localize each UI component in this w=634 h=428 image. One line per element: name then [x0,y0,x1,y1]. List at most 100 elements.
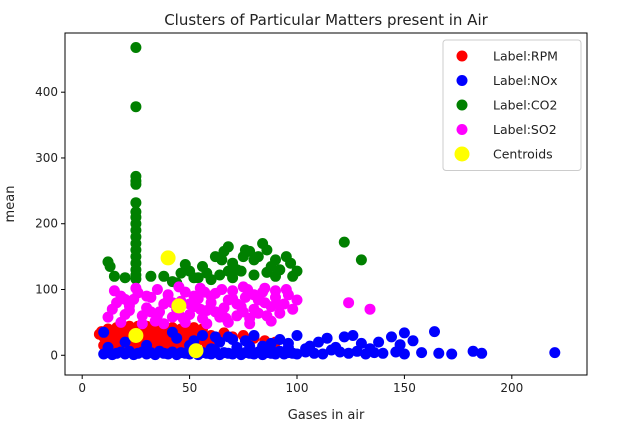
data-point-label-so2 [162,294,174,306]
data-point-label-nox [364,343,376,355]
data-point-label-nox [343,347,355,359]
data-point-label-co2 [222,241,234,253]
data-point-label-co2 [192,272,204,284]
data-point-label-so2 [270,285,281,297]
data-point-label-co2 [252,251,264,263]
legend-label-centroids: Centroids [493,147,553,162]
x-tick-label: 100 [286,381,309,395]
data-point-label-nox [141,339,153,351]
data-point-label-so2 [364,303,376,315]
data-point-label-co2 [248,269,260,281]
data-point-label-so2 [259,297,271,309]
legend-box [442,39,582,171]
data-point-label-co2 [130,197,142,209]
legend: Label:RPM Label:NOx Label:CO2 Label:SO2 Cent… [442,39,582,171]
data-point-label-co2 [261,244,273,256]
data-point-label-nox [386,331,397,343]
data-point-label-nox [313,336,324,348]
data-point-label-nox [274,334,286,345]
y-tick-label: 200 [35,217,58,231]
data-point-label-so2 [130,282,142,294]
data-point-label-co2 [119,272,131,284]
data-point-label-nox [300,343,312,355]
data-point-label-nox [102,341,114,353]
y-axis: 0 100 200 300 400 [35,85,65,362]
data-point-label-so2 [119,293,131,305]
data-point-label-nox [398,348,410,360]
y-tick-label: 100 [35,283,58,297]
data-point-label-nox [209,331,221,343]
data-point-label-nox [119,336,131,348]
data-point-label-so2 [237,306,249,318]
data-point-label-nox [330,341,342,353]
data-point-label-so2 [123,305,135,316]
legend-marker-label-nox [456,75,468,86]
plot-frame [64,32,588,376]
data-point-label-so2 [199,286,211,298]
data-point-label-so2 [343,297,355,309]
legend-marker-label-so2 [456,124,468,135]
data-point-label-so2 [259,282,271,294]
x-tick-label: 200 [500,381,523,395]
data-point-label-so2 [227,285,239,297]
data-point-label-co2 [261,266,273,278]
data-point-label-so2 [158,318,170,330]
x-tick-label: 150 [393,381,416,395]
data-point-label-so2 [194,303,206,315]
data-point-label-co2 [244,245,256,257]
data-point-label-nox [398,327,410,339]
x-axis-label: Gases in air [288,408,365,423]
data-point-label-rpm [188,322,200,334]
data-point-label-so2 [242,284,254,295]
legend-label-label-so2: Label:SO2 [493,122,557,137]
data-point-label-nox [407,335,419,347]
data-point-label-so2 [151,310,163,322]
data-point-label-nox [317,348,329,360]
data-point-label-so2 [184,298,196,310]
legend-label-label-co2: Label:CO2 [493,98,557,113]
data-point-label-so2 [220,312,232,324]
data-point-label-co2 [175,267,187,279]
data-point-label-so2 [280,284,292,295]
data-point-label-so2 [115,316,127,328]
data-point-label-nox [171,332,183,344]
data-point-label-co2 [108,270,120,282]
data-point-label-nox [291,348,303,360]
data-point-label-nox [338,331,350,343]
data-point-label-so2 [274,299,286,311]
data-point-label-nox [446,348,458,360]
data-point-label-co2 [130,101,142,113]
data-point-label-co2 [214,269,226,281]
data-point-label-co2 [130,42,142,53]
data-point-label-co2 [130,273,142,285]
series-centroids [128,250,204,359]
y-tick-label: 300 [35,151,58,165]
data-point-label-nox [467,345,479,357]
data-point-label-nox [549,347,561,359]
y-tick-label: 400 [35,85,58,99]
data-point-label-co2 [158,270,170,282]
data-point-label-so2 [136,318,148,330]
data-point-label-co2 [205,274,217,286]
data-point-label-so2 [201,318,213,330]
data-point-label-nox [98,326,110,338]
chart-title: Clusters of Particular Matters present i… [164,11,488,29]
data-point-label-nox [197,330,208,341]
data-point-label-nox [205,343,217,355]
legend-label-label-nox: Label:NOx [493,73,558,88]
data-point-centroids [171,298,187,314]
data-point-label-nox [291,330,303,341]
legend-marker-label-co2 [456,99,468,111]
x-tick-label: 0 [78,381,86,395]
data-point-label-nox [244,340,256,352]
data-point-label-nox [257,340,269,352]
data-point-label-co2 [355,254,367,266]
legend-label-label-rpm: Label:RPM [493,49,558,64]
data-point-centroids [128,328,144,343]
data-point-label-nox [347,330,359,341]
data-point-label-co2 [227,272,239,284]
series-label-so2 [102,281,376,330]
data-point-label-co2 [216,254,228,266]
data-point-label-nox [433,347,445,359]
